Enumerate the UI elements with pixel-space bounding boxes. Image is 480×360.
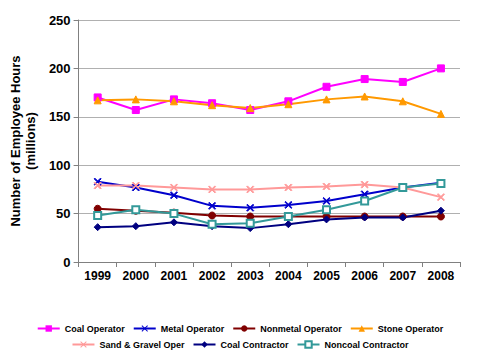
svg-text:2006: 2006 (351, 269, 378, 283)
svg-text:150: 150 (49, 109, 71, 124)
svg-text:Coal Operator: Coal Operator (65, 324, 126, 334)
svg-text:2008: 2008 (428, 269, 455, 283)
svg-text:100: 100 (49, 158, 71, 173)
svg-text:1999: 1999 (84, 269, 111, 283)
svg-text:Number of Employee Hours: Number of Employee Hours (8, 55, 23, 226)
svg-text:Sand & Gravel Oper: Sand & Gravel Oper (99, 340, 185, 350)
svg-text:(millions): (millions) (23, 112, 38, 170)
svg-text:Nonmetal Operator: Nonmetal Operator (260, 324, 342, 334)
svg-text:0: 0 (63, 255, 70, 270)
svg-text:Metal Operator: Metal Operator (161, 324, 225, 334)
svg-text:Coal Contractor: Coal Contractor (221, 340, 290, 350)
svg-text:2004: 2004 (275, 269, 302, 283)
svg-text:2000: 2000 (122, 269, 149, 283)
svg-text:200: 200 (49, 61, 71, 76)
svg-text:2007: 2007 (389, 269, 416, 283)
svg-text:2002: 2002 (199, 269, 226, 283)
svg-text:50: 50 (56, 206, 70, 221)
svg-text:Stone Operator: Stone Operator (378, 324, 444, 334)
svg-text:2005: 2005 (313, 269, 340, 283)
svg-text:2001: 2001 (161, 269, 188, 283)
svg-text:Noncoal Contractor: Noncoal Contractor (325, 340, 410, 350)
svg-text:250: 250 (49, 13, 71, 28)
svg-text:2003: 2003 (237, 269, 264, 283)
